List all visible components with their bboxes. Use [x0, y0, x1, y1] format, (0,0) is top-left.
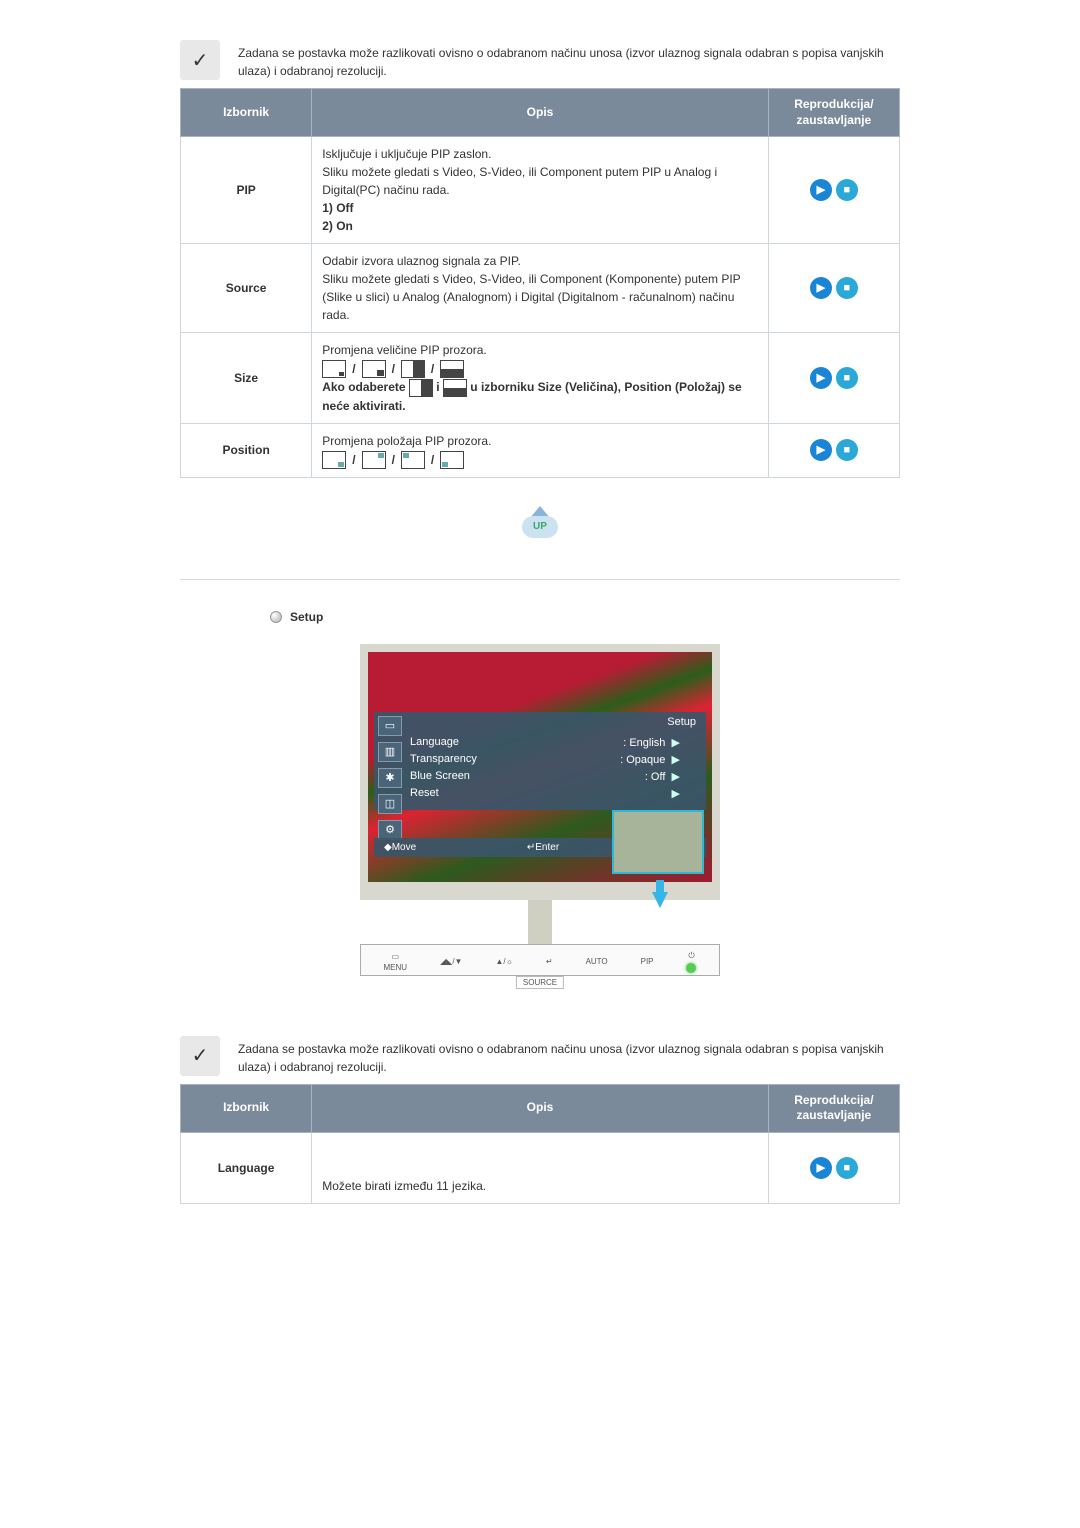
pip-highlight-box [612, 810, 704, 874]
row-source-desc: Odabir izvora ulaznog signala za PIP. Sl… [312, 244, 769, 333]
row-position-play: ▶ ■ [768, 423, 899, 477]
play-icon[interactable]: ▶ [810, 367, 832, 389]
osd-item-language: Language : English ▶ [410, 734, 698, 751]
checkmark-person-icon: ✓ [180, 1036, 220, 1076]
enter-button[interactable]: ↵ [546, 957, 553, 966]
play-icon[interactable]: ▶ [810, 1157, 832, 1179]
row-language-label: Language [181, 1132, 312, 1203]
vol-button[interactable]: ◢◣/▼ [440, 957, 462, 966]
row-language-desc: Možete birati između 11 jezika. [312, 1132, 769, 1203]
osd-panel: Setup ▭▥✱◫⚙ Language : English ▶ Transpa… [374, 712, 706, 810]
osd-title: Setup [667, 716, 696, 728]
note-text-2: Zadana se postavka može razlikovati ovis… [238, 1036, 900, 1076]
th-izbornik: Izbornik [181, 1084, 312, 1132]
divider [180, 579, 900, 580]
note-text-1: Zadana se postavka može razlikovati ovis… [238, 40, 900, 80]
osd-side-icons: ▭▥✱◫⚙ [378, 716, 406, 840]
note-block-1: ✓ Zadana se postavka može razlikovati ov… [180, 40, 900, 80]
row-language-play: ▶ ■ [768, 1132, 899, 1203]
play-icon[interactable]: ▶ [810, 179, 832, 201]
auto-button[interactable]: AUTO [586, 957, 608, 966]
menu-button[interactable]: ▭MENU [383, 952, 407, 972]
monitor-button-bar: ▭MENU ◢◣/▼ ▲/☼ ↵ AUTO PIP ⏻ SOURCE [360, 944, 720, 976]
osd-item-reset: Reset ▶ [410, 785, 698, 802]
checkmark-person-icon: ✓ [180, 40, 220, 80]
row-pip-desc: Isključuje i uključuje PIP zaslon. Sliku… [312, 137, 769, 244]
stop-icon[interactable]: ■ [836, 179, 858, 201]
scroll-up-button[interactable]: UP [180, 506, 900, 539]
bright-button[interactable]: ▲/☼ [495, 957, 512, 966]
play-icon[interactable]: ▶ [810, 439, 832, 461]
pip-table: Izbornik Opis Reprodukcija/ zaustavljanj… [180, 88, 900, 478]
setup-section-title: Setup [270, 610, 900, 624]
play-icon[interactable]: ▶ [810, 277, 832, 299]
monitor-illustration: Setup ▭▥✱◫⚙ Language : English ▶ Transpa… [180, 644, 900, 976]
bullet-icon [270, 611, 282, 623]
stop-icon[interactable]: ■ [836, 439, 858, 461]
stop-icon[interactable]: ■ [836, 367, 858, 389]
table-row-size: Size Promjena veličine PIP prozora. / / … [181, 333, 900, 424]
th-reprodukcija: Reprodukcija/ zaustavljanje [768, 1084, 899, 1132]
position-option-icons: / / / [322, 451, 464, 469]
table-row-language: Language Možete birati između 11 jezika.… [181, 1132, 900, 1203]
row-position-label: Position [181, 423, 312, 477]
th-opis: Opis [312, 89, 769, 137]
table-row-source: Source Odabir izvora ulaznog signala za … [181, 244, 900, 333]
row-source-label: Source [181, 244, 312, 333]
size-option-icons: / / / [322, 360, 464, 378]
row-size-play: ▶ ■ [768, 333, 899, 424]
page-root: ✓ Zadana se postavka može razlikovati ov… [180, 40, 900, 1204]
row-position-desc: Promjena položaja PIP prozora. / / / [312, 423, 769, 477]
row-source-play: ▶ ■ [768, 244, 899, 333]
stop-icon[interactable]: ■ [836, 277, 858, 299]
power-button[interactable]: ⏻ [686, 951, 696, 973]
row-pip-play: ▶ ■ [768, 137, 899, 244]
setup-table: Izbornik Opis Reprodukcija/ zaustavljanj… [180, 1084, 900, 1204]
row-size-label: Size [181, 333, 312, 424]
osd-item-transparency: Transparency : Opaque ▶ [410, 751, 698, 768]
osd-item-bluescreen: Blue Screen : Off ▶ [410, 768, 698, 785]
stop-icon[interactable]: ■ [836, 1157, 858, 1179]
th-reprodukcija: Reprodukcija/ zaustavljanje [768, 89, 899, 137]
table-row-position: Position Promjena položaja PIP prozora. … [181, 423, 900, 477]
note-block-2: ✓ Zadana se postavka može razlikovati ov… [180, 1036, 900, 1076]
row-pip-label: PIP [181, 137, 312, 244]
pip-button[interactable]: PIP [641, 957, 654, 966]
table-row-pip: PIP Isključuje i uključuje PIP zaslon. S… [181, 137, 900, 244]
th-opis: Opis [312, 1084, 769, 1132]
source-button[interactable]: SOURCE [516, 976, 564, 989]
th-izbornik: Izbornik [181, 89, 312, 137]
row-size-desc: Promjena veličine PIP prozora. / / / Ako… [312, 333, 769, 424]
